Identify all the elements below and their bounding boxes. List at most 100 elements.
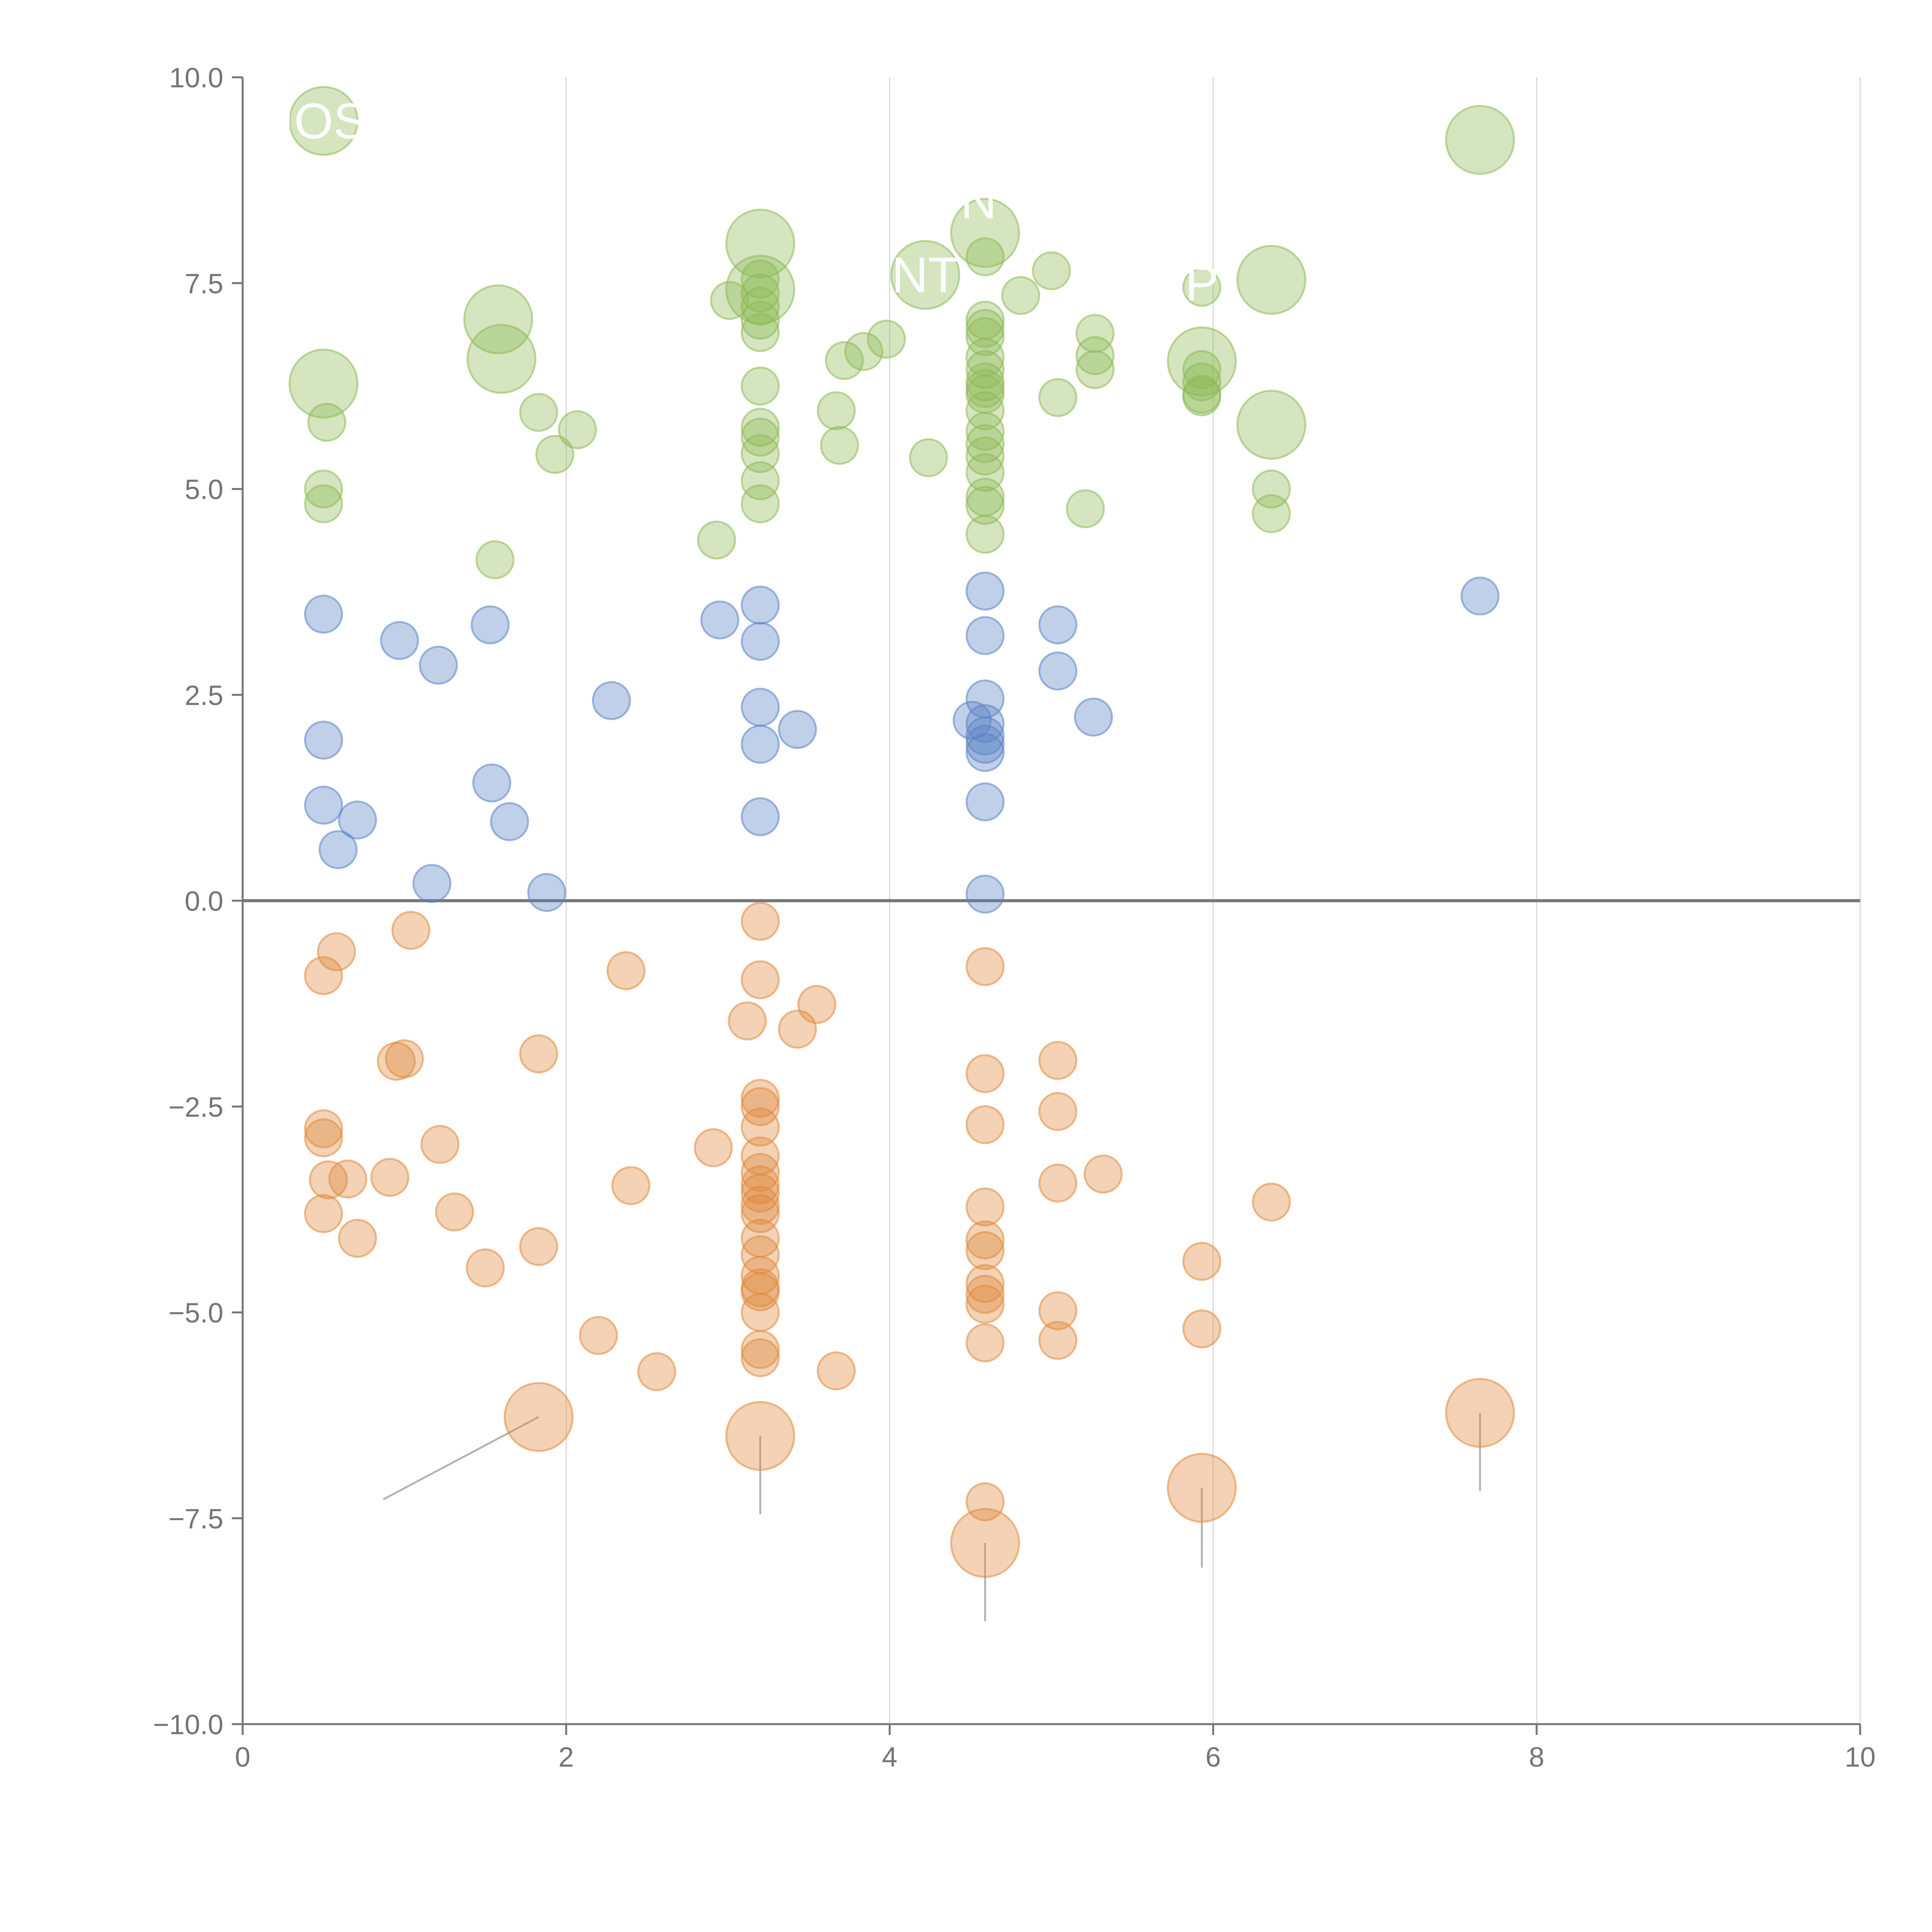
point-blue-13 — [965, 616, 1005, 655]
point-green-4 — [965, 237, 1005, 277]
point-green-17 — [741, 313, 780, 352]
large-point-orange-2 — [950, 1508, 1020, 1578]
x-tick-label-0: 0 — [235, 1742, 250, 1773]
point-orange-11 — [728, 1001, 767, 1041]
point-orange-59 — [1038, 1092, 1078, 1131]
point-orange-64 — [1252, 1182, 1291, 1222]
point-orange-67 — [579, 1316, 618, 1355]
point-orange-7 — [304, 956, 343, 995]
point-green-33 — [965, 391, 1005, 430]
point-green-43 — [844, 332, 883, 371]
point-green-63 — [304, 484, 343, 524]
point-orange-38 — [741, 1165, 780, 1204]
point-orange-60 — [1038, 1163, 1078, 1203]
y-tick-label-3: 2.5 — [185, 680, 223, 711]
point-green-14 — [741, 273, 780, 313]
large-point-green-9 — [466, 324, 537, 394]
point-green-48 — [909, 438, 948, 478]
point-green-51 — [1075, 336, 1115, 375]
point-orange-63 — [1038, 1321, 1078, 1360]
point-green-68 — [697, 520, 736, 560]
point-blue-8 — [741, 687, 780, 727]
point-orange-28 — [304, 1194, 343, 1233]
point-orange-5 — [317, 932, 356, 971]
leader-line-12 — [1271, 410, 1303, 426]
y-tick-label-7: −7.5 — [168, 1503, 223, 1534]
point-orange-25 — [328, 1159, 367, 1199]
point-green-20 — [741, 417, 780, 457]
point-green-24 — [710, 281, 749, 320]
point-green-27 — [965, 317, 1005, 356]
point-green-62 — [304, 469, 343, 509]
point-orange-49 — [741, 1338, 780, 1378]
point-blue-33 — [527, 873, 566, 912]
point-orange-30 — [338, 1219, 377, 1258]
large-point-orange-3 — [1167, 1452, 1237, 1523]
large-point-orange-1 — [725, 1401, 796, 1471]
large-point-green-11 — [1236, 245, 1306, 315]
point-green-49 — [1038, 378, 1078, 417]
point-orange-35 — [741, 1107, 780, 1147]
point-blue-20 — [965, 782, 1005, 821]
y-tick-label-6: −5.0 — [168, 1298, 223, 1329]
point-blue-6 — [741, 585, 780, 625]
point-blue-10 — [741, 797, 780, 837]
point-blue-23 — [1038, 651, 1078, 690]
leader-line-5 — [1447, 139, 1481, 161]
y-tick-label-0: 10.0 — [169, 63, 223, 94]
point-orange-29 — [435, 1192, 474, 1232]
point-orange-16 — [385, 1039, 424, 1078]
point-orange-31 — [466, 1248, 505, 1287]
axes: 0 2 4 6 8 10 10.0 7.5 5.0 2.5 0.0 −2.5 −5.0 −7.5 −10.0 — [153, 63, 1876, 1773]
point-orange-53 — [965, 1231, 1005, 1270]
point-orange-22 — [420, 1125, 460, 1164]
point-blue-1 — [380, 621, 419, 660]
point-orange-13 — [797, 985, 837, 1024]
data-points — [288, 86, 1515, 1578]
point-blue-21 — [965, 874, 1005, 914]
point-green-56 — [1182, 362, 1221, 401]
point-orange-65 — [1182, 1242, 1221, 1281]
point-orange-69 — [816, 1351, 856, 1391]
point-green-60 — [1252, 494, 1291, 533]
point-green-21 — [741, 434, 780, 473]
point-blue-17 — [965, 716, 1005, 756]
leader-line-0 — [383, 1416, 539, 1500]
point-blue-31 — [472, 763, 512, 803]
point-orange-50 — [965, 1105, 1005, 1145]
point-orange-33 — [741, 1078, 780, 1118]
point-orange-6 — [391, 911, 430, 950]
large-point-orange-4 — [1445, 1378, 1515, 1448]
y-tick-label-1: 7.5 — [185, 269, 223, 299]
point-orange-18 — [1038, 1041, 1078, 1080]
large-point-green-12 — [1236, 389, 1306, 460]
point-orange-46 — [741, 1272, 780, 1311]
point-orange-23 — [694, 1128, 733, 1167]
x-tick-label-6: 6 — [1206, 1742, 1221, 1773]
point-green-67 — [475, 540, 515, 580]
point-blue-19 — [965, 733, 1005, 772]
point-orange-52 — [965, 1220, 1005, 1260]
y-tick-label-8: −10.0 — [153, 1709, 223, 1740]
leader-line-11 — [1229, 270, 1272, 281]
point-blue-28 — [338, 800, 377, 840]
point-orange-20 — [304, 1109, 343, 1148]
point-green-54 — [1182, 267, 1221, 307]
point-blue-7 — [741, 622, 780, 661]
callout-label-2: N — [961, 173, 997, 229]
point-orange-39 — [741, 1173, 780, 1213]
callout-label-1: NT — [892, 247, 959, 303]
large-point-green-7 — [463, 284, 533, 355]
point-blue-32 — [490, 802, 529, 841]
point-green-53 — [1066, 489, 1105, 529]
callout-labels: IOS NTN P — [280, 93, 1218, 311]
large-point-green-0 — [288, 86, 359, 156]
point-orange-55 — [965, 1275, 1005, 1314]
point-blue-29 — [318, 830, 358, 869]
large-point-green-1 — [1445, 105, 1515, 175]
point-blue-9 — [741, 724, 780, 764]
point-orange-66 — [1182, 1309, 1221, 1349]
point-blue-16 — [965, 704, 1005, 743]
point-orange-19 — [965, 1054, 1005, 1094]
point-blue-18 — [965, 724, 1005, 764]
